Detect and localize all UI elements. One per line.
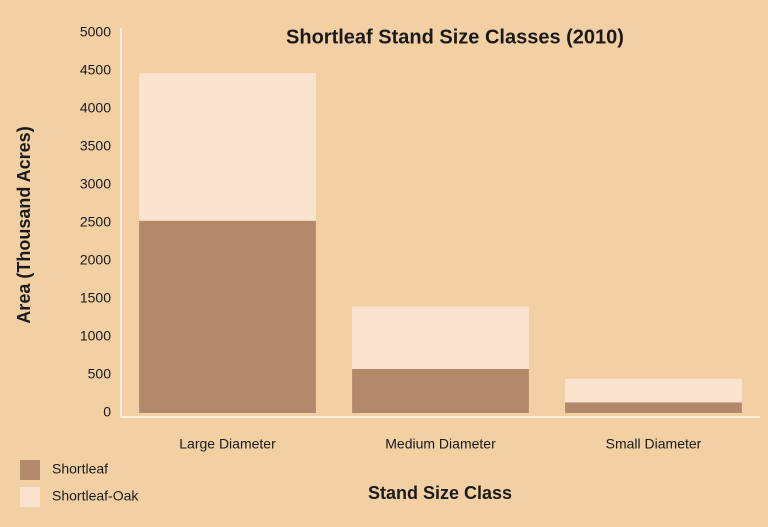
y-tick-label: 0 <box>103 404 111 420</box>
y-tick-label: 4500 <box>80 62 111 78</box>
y-tick-label: 1000 <box>80 328 111 344</box>
legend-swatch <box>20 487 40 507</box>
bar-segment <box>352 306 529 369</box>
bar-segment <box>565 402 742 413</box>
chart-title: Shortleaf Stand Size Classes (2010) <box>286 26 624 48</box>
x-tick-label: Small Diameter <box>606 436 702 452</box>
bar-segment <box>352 368 529 413</box>
x-axis-title: Stand Size Class <box>368 483 512 503</box>
y-tick-label: 1500 <box>80 290 111 306</box>
legend-label: Shortleaf-Oak <box>52 488 139 504</box>
y-tick-label: 2000 <box>80 252 111 268</box>
y-axis-title: Area (Thousand Acres) <box>14 126 34 323</box>
y-tick-label: 3500 <box>80 138 111 154</box>
x-tick-label: Large Diameter <box>179 436 276 452</box>
y-tick-label: 500 <box>88 366 112 382</box>
y-tick-label: 3000 <box>80 176 111 192</box>
bar-segment <box>139 220 316 413</box>
x-tick-label: Medium Diameter <box>385 436 496 452</box>
bar-segment <box>565 378 742 403</box>
bar-segment <box>139 73 316 221</box>
y-tick-label: 2500 <box>80 214 111 230</box>
legend-swatch <box>20 460 40 480</box>
y-tick-label: 5000 <box>80 24 111 40</box>
legend-label: Shortleaf <box>52 461 108 477</box>
y-tick-label: 4000 <box>80 100 111 116</box>
